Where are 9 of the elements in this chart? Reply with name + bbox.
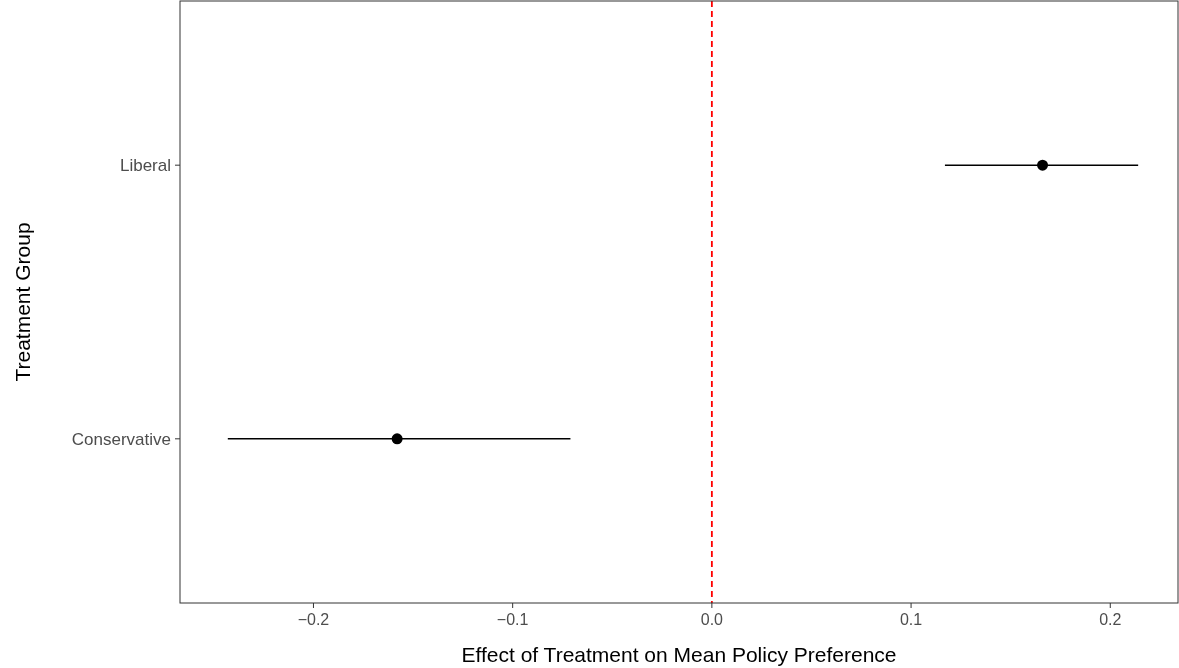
x-tick-label: 0.1: [899, 611, 923, 628]
x-tick-label: −0.1: [496, 611, 529, 628]
x-axis-title: Effect of Treatment on Mean Policy Preference: [461, 643, 897, 666]
x-tick-label: 0.2: [1099, 611, 1122, 628]
y-tick-label: Conservative: [71, 429, 171, 449]
y-tick-label: Liberal: [119, 156, 171, 176]
x-tick-label: −0.2: [297, 611, 330, 628]
x-tick-label: 0.0: [700, 611, 724, 628]
y-axis-title: Treatment Group: [11, 222, 34, 382]
